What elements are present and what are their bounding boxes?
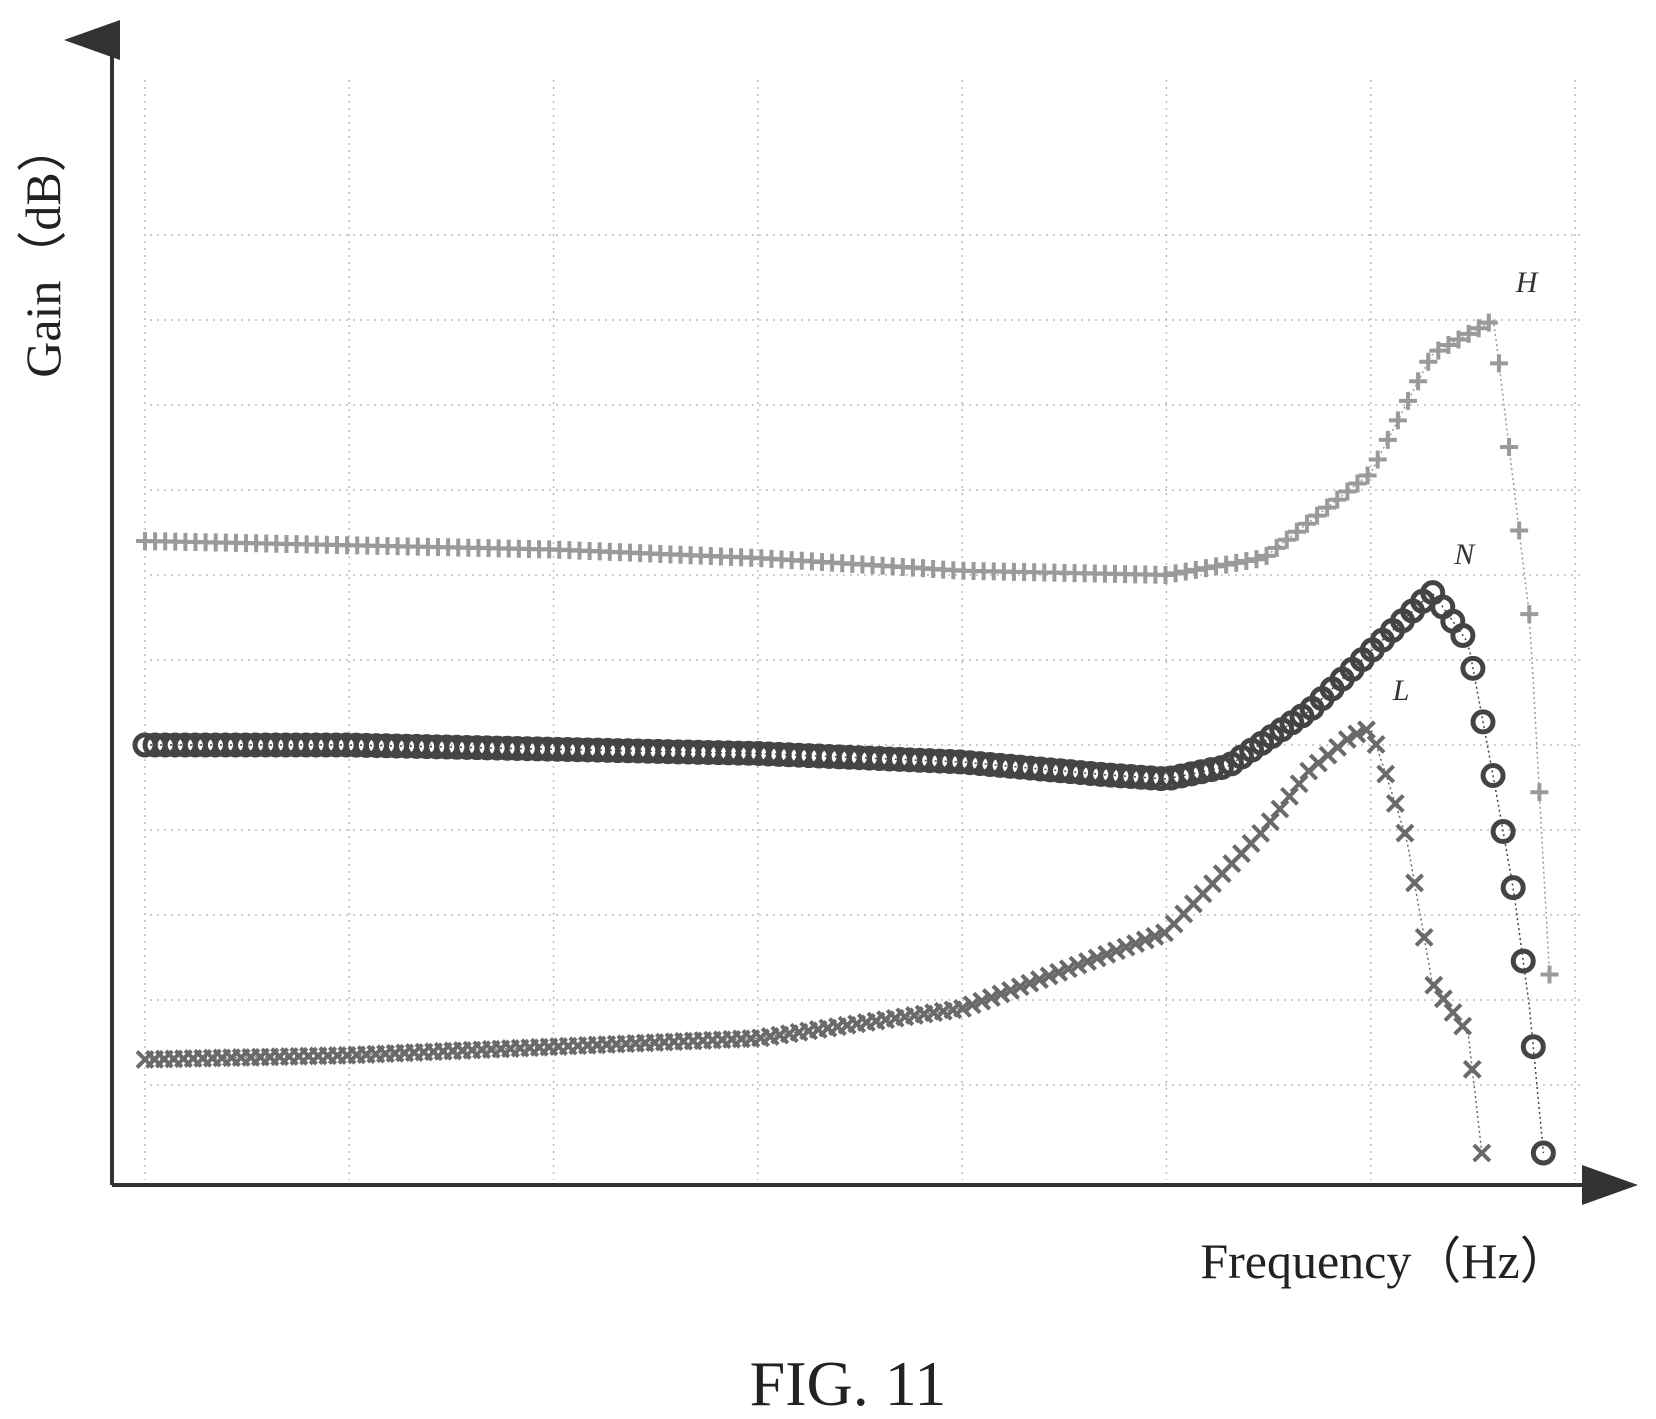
data-point xyxy=(1267,538,1286,557)
data-point xyxy=(1414,927,1434,947)
data-point xyxy=(1419,352,1438,371)
data-point xyxy=(1257,546,1276,565)
data-point xyxy=(1357,720,1376,740)
figure-label: FIG. 11 xyxy=(750,1348,947,1419)
data-point xyxy=(1489,354,1508,373)
data-point xyxy=(1297,514,1316,533)
series-line xyxy=(144,319,1551,975)
series-l xyxy=(135,720,1492,1163)
series-label-h: H xyxy=(1515,266,1540,299)
data-point xyxy=(1439,336,1458,355)
data-point xyxy=(1338,482,1357,501)
series-labels: H N L xyxy=(1392,266,1540,707)
data-point xyxy=(1459,324,1478,343)
data-point xyxy=(1460,655,1486,681)
data-point xyxy=(1405,873,1424,893)
data-point xyxy=(1308,506,1327,525)
data-point xyxy=(1540,965,1559,984)
data-point xyxy=(1443,1003,1463,1022)
data-point xyxy=(1368,450,1387,469)
data-point xyxy=(1480,763,1506,789)
data-point xyxy=(1277,530,1296,549)
series-line xyxy=(144,728,1483,1154)
data-point xyxy=(1337,730,1357,749)
data-point xyxy=(1409,372,1428,391)
data-point xyxy=(1490,819,1516,845)
data-point xyxy=(1462,1059,1482,1079)
data-point xyxy=(1450,622,1476,648)
data-point xyxy=(1280,786,1299,806)
x-axis-label: Frequency（Hz） xyxy=(1200,1233,1569,1289)
data-point xyxy=(1260,812,1280,832)
data-point xyxy=(1429,341,1448,360)
data-point xyxy=(1347,724,1367,744)
series-group xyxy=(132,313,1559,1166)
data-point xyxy=(1395,823,1415,843)
data-point xyxy=(1348,474,1367,493)
data-point xyxy=(1388,411,1407,430)
data-point xyxy=(1289,774,1309,794)
data-point xyxy=(1270,799,1290,819)
data-point xyxy=(1500,437,1519,456)
data-point xyxy=(1449,330,1468,349)
data-point xyxy=(1520,605,1539,624)
y-axis-label: Gain（dB） xyxy=(15,122,71,378)
series-h xyxy=(136,313,1559,984)
data-point xyxy=(1378,430,1397,449)
grid xyxy=(144,80,1585,1180)
series-label-n: N xyxy=(1453,538,1476,571)
data-point xyxy=(1424,975,1444,995)
data-point xyxy=(1453,1016,1473,1036)
series-label-l: L xyxy=(1392,674,1410,707)
data-point xyxy=(1500,875,1526,901)
data-point xyxy=(1520,1034,1546,1060)
data-point xyxy=(1385,794,1405,813)
data-point xyxy=(1530,783,1549,802)
data-point xyxy=(1479,313,1498,332)
data-point xyxy=(1472,1143,1492,1163)
data-point xyxy=(1469,319,1488,338)
data-point xyxy=(1247,550,1266,569)
data-point xyxy=(1287,522,1306,541)
data-point xyxy=(1470,709,1496,735)
data-point xyxy=(1328,490,1347,509)
data-point xyxy=(1510,948,1536,974)
series-n xyxy=(132,580,1556,1166)
data-point xyxy=(1530,1140,1556,1166)
data-point xyxy=(1358,466,1377,485)
data-point xyxy=(1366,735,1386,754)
data-point xyxy=(1433,989,1453,1009)
data-point xyxy=(1376,764,1396,784)
data-point xyxy=(1318,498,1337,517)
data-point xyxy=(1399,391,1418,410)
data-point xyxy=(1510,521,1529,540)
